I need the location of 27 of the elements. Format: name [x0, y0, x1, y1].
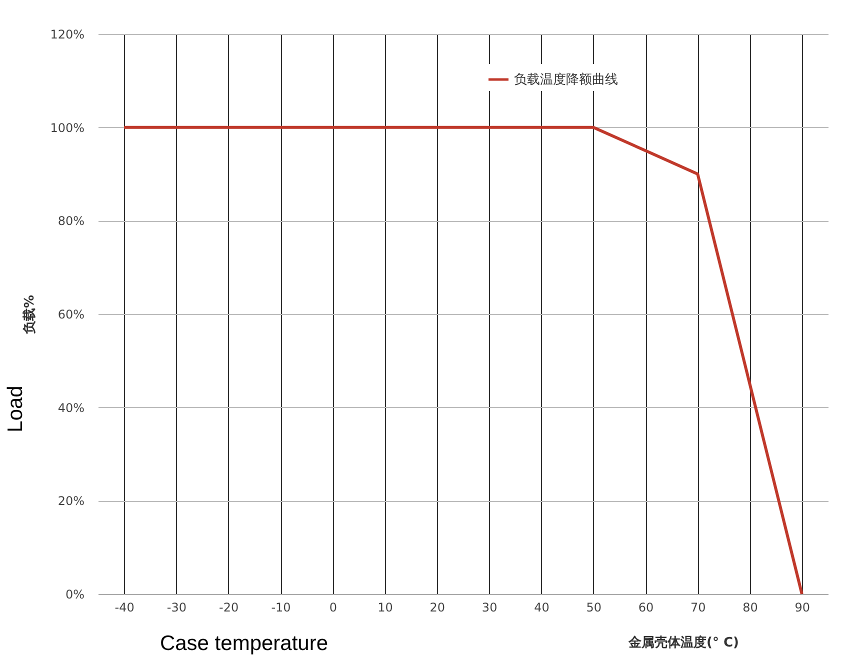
x-tick-label: -20 — [219, 600, 239, 614]
x-tick-label: 0 — [329, 600, 337, 614]
x-tick-label: 70 — [690, 600, 706, 614]
text: Case temperature — [160, 632, 328, 655]
y-tick-label: 80% — [58, 214, 84, 228]
y-axis-title: 负载% — [22, 294, 38, 336]
x-tick-label: 30 — [482, 600, 498, 614]
x-tick-label: -10 — [271, 600, 291, 614]
legend-label: 负载温度降额曲线 — [514, 72, 618, 88]
text: Load — [4, 386, 27, 432]
x-tick-label: 90 — [794, 600, 810, 614]
y-tick-label: 20% — [58, 494, 84, 508]
x-tick-label: -30 — [166, 600, 187, 614]
x-axis-title: 金属壳体温度(° C) — [628, 634, 739, 650]
x-tick-label: -40 — [114, 600, 134, 614]
y-tick-label: 100% — [50, 120, 84, 135]
x-tick-label: 60 — [638, 600, 654, 614]
y-tick-label: 120% — [50, 28, 84, 42]
x-tick-label: 50 — [586, 600, 602, 614]
y-tick-label: 0% — [65, 588, 84, 602]
y-tick-label: 40% — [58, 400, 84, 415]
y-tick-label: 60% — [58, 308, 84, 322]
x-tick-label: 80 — [742, 600, 758, 614]
line-series — [122, 126, 804, 596]
x-tick-label: 20 — [430, 600, 446, 614]
x-tick-label: 40 — [534, 600, 550, 614]
x-tick-label: 10 — [378, 600, 393, 614]
